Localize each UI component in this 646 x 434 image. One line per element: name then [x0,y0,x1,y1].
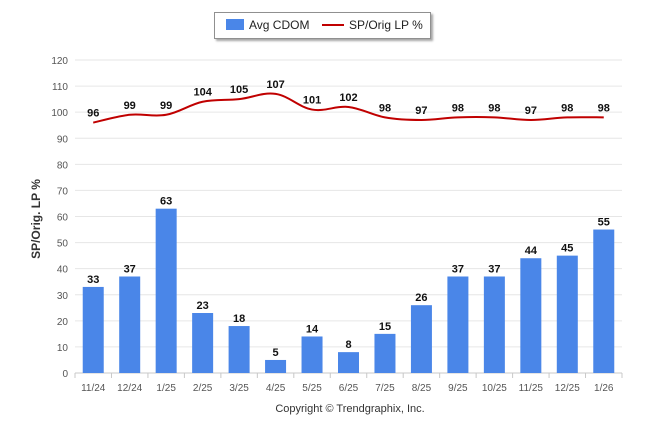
legend-line-label: SP/Orig LP % [349,18,423,32]
line-data-label: 97 [415,105,427,117]
bar-data-label: 23 [197,300,209,312]
bar [301,336,323,373]
bar-data-label: 5 [273,347,279,359]
y-tick-label: 120 [51,56,68,67]
bar [119,276,141,373]
bar [374,333,396,373]
bar [483,276,505,373]
bar-data-label: 37 [488,263,500,275]
line-data-label: 98 [598,102,610,114]
line-data-label: 97 [525,105,537,117]
y-tick-label: 60 [57,213,69,224]
y-tick-label: 110 [52,82,68,93]
line-data-label: 98 [488,102,500,114]
x-tick-label: 3/25 [229,383,249,394]
legend-item-avg-cdom[interactable]: Avg CDOM [226,18,309,32]
copyright-text: Copyright © Trendgraphix, Inc. [275,403,425,415]
y-tick-label: 80 [57,160,69,171]
x-tick-label: 10/25 [482,383,507,394]
x-tick-label: 11/24 [81,383,106,394]
bar [520,258,542,373]
bar-data-label: 18 [233,313,245,325]
bar [192,313,214,373]
y-tick-label: 100 [51,108,68,119]
x-tick-label: 7/25 [375,383,395,394]
x-tick-label: 1/26 [594,383,614,394]
line-data-label: 107 [266,79,284,91]
line-data-label: 99 [124,100,136,112]
legend-item-sp-orig[interactable]: SP/Orig LP % [322,18,423,32]
x-tick-label: 2/25 [193,383,213,394]
legend-bar-swatch [226,19,244,30]
y-tick-label: 10 [57,343,69,354]
bar-data-label: 45 [561,243,573,255]
y-tick-label: 0 [62,369,68,380]
line-data-label: 98 [379,102,391,114]
sp-orig-line [93,92,604,124]
line-data-label: 96 [87,108,99,120]
bar [338,352,359,373]
y-tick-label: 40 [57,265,69,276]
bar [82,286,104,373]
y-tick-label: 20 [57,317,69,328]
line-data-label: 102 [339,92,357,104]
line-data-label: 104 [193,87,212,99]
legend[interactable]: Avg CDOM SP/Orig LP % [214,12,431,39]
bar-data-label: 33 [87,274,99,286]
bar [593,229,615,373]
line-data-label: 101 [303,95,321,107]
y-tick-label: 50 [57,239,69,250]
bar-data-label: 55 [598,217,610,229]
x-tick-label: 5/25 [302,383,322,394]
y-axis-label: SP/Orig. LP % [29,179,43,259]
bar-data-label: 37 [124,263,136,275]
bar [155,208,177,373]
x-tick-label: 12/25 [555,383,580,394]
x-tick-label: 8/25 [412,383,432,394]
x-tick-label: 11/25 [519,383,544,394]
bar-data-label: 15 [379,321,391,333]
bar-data-label: 26 [415,292,427,304]
x-tick-label: 9/25 [448,383,468,394]
y-tick-label: 30 [57,291,69,302]
x-tick-label: 6/25 [339,383,359,394]
line-data-label: 105 [230,84,248,96]
bar [228,326,250,373]
bar-data-label: 14 [306,323,319,335]
bar-data-label: 8 [345,339,351,351]
legend-bar-label: Avg CDOM [249,18,310,32]
bar [556,255,578,373]
bar [265,359,287,373]
y-tick-label: 70 [57,186,69,197]
x-tick-label: 12/24 [117,383,142,394]
line-data-label: 98 [561,102,573,114]
bar [447,276,469,373]
line-data-label: 99 [160,100,172,112]
legend-line-swatch [322,24,344,26]
bar [410,305,432,373]
x-tick-label: 4/25 [266,383,286,394]
bar-data-label: 37 [452,263,464,275]
bar-data-label: 44 [525,245,538,257]
y-tick-label: 90 [57,134,69,145]
bar-data-label: 63 [160,196,172,208]
line-data-label: 98 [452,102,464,114]
x-tick-label: 1/25 [156,383,176,394]
